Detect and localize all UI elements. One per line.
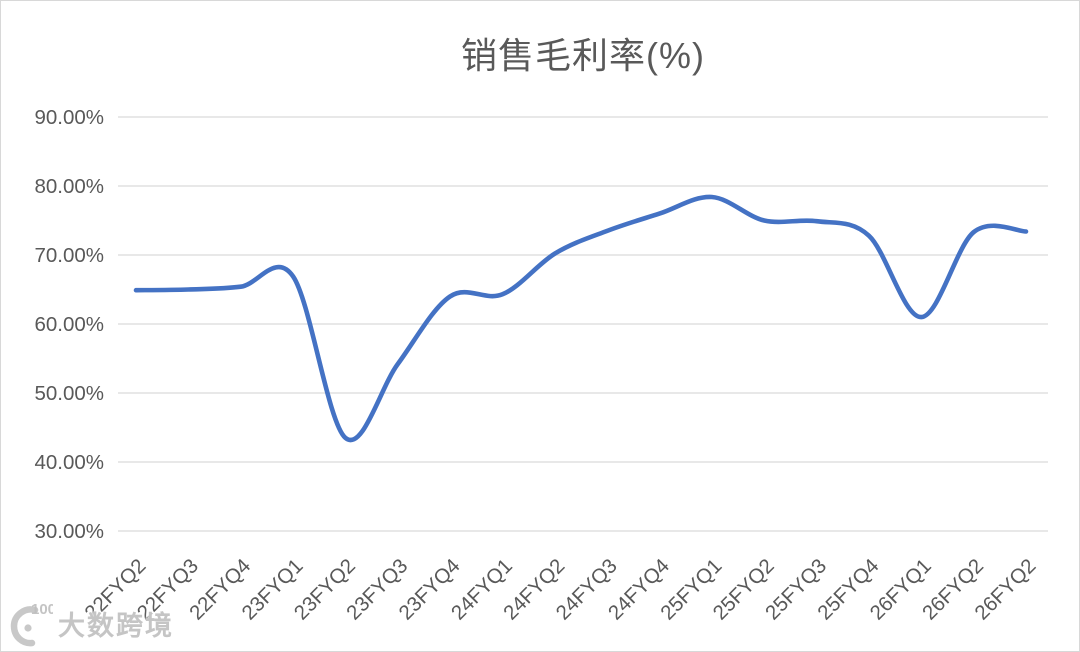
y-axis-tick-label: 40.00% (34, 451, 104, 474)
y-axis-tick-label: 30.00% (34, 520, 104, 543)
y-axis-tick-label: 80.00% (34, 175, 104, 198)
y-axis-tick-label: 50.00% (34, 382, 104, 405)
y-axis-tick-label: 60.00% (34, 313, 104, 336)
y-axis-tick-label: 70.00% (34, 244, 104, 267)
chart-title: 销售毛利率(%) (461, 35, 705, 76)
series-line-gross-margin (133, 194, 1029, 443)
y-axis-tick-label: 90.00% (34, 106, 104, 129)
